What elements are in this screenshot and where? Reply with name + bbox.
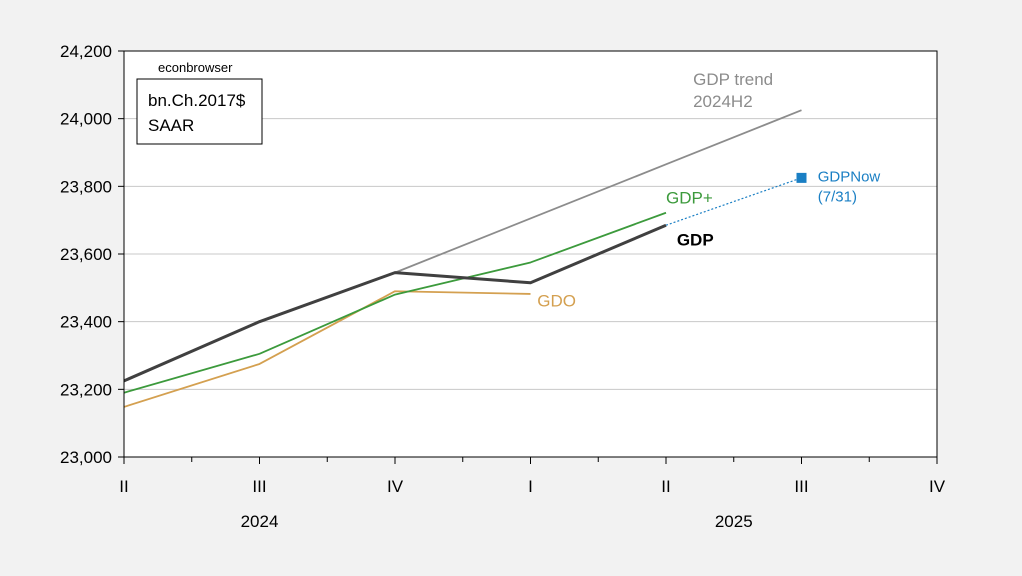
y-axis: 23,000 23,200 23,400 23,600 23,800 24,000 24,2… xyxy=(60,42,124,467)
series-label-gdo: GDO xyxy=(537,291,576,310)
series-gdp_trend xyxy=(394,109,802,274)
y-tick-label: 23,200 xyxy=(60,380,112,399)
units-box xyxy=(136,78,263,145)
series-gdp xyxy=(123,223,667,383)
series-label-gdp_plus: GDP+ xyxy=(666,188,713,207)
series-label-gdp_trend: GDP trend xyxy=(693,70,773,89)
x-tick-label: I xyxy=(528,477,533,496)
y-tick-label: 23,000 xyxy=(60,448,112,467)
series-labels: GDP trend 2024H2 GDO GDP+ GDP GDPNow (7/31) xyxy=(537,70,880,311)
series-gdpnow-marker xyxy=(796,172,807,183)
series-label-gdp_trend: 2024H2 xyxy=(693,92,753,111)
x-tick-label: II xyxy=(119,477,128,496)
x-tick-label: IV xyxy=(387,477,404,496)
y-tick-label: 23,600 xyxy=(60,245,112,264)
y-tick-label: 24,000 xyxy=(60,110,112,129)
year-label: 2025 xyxy=(715,512,753,531)
year-label: 2024 xyxy=(241,512,279,531)
y-tick-label: 24,200 xyxy=(60,42,112,61)
series-lines xyxy=(123,109,807,408)
series-gdp_plus xyxy=(123,211,667,394)
x-tick-label: III xyxy=(794,477,808,496)
y-tick-label: 23,400 xyxy=(60,313,112,332)
series-label-gdpnow: (7/31) xyxy=(818,188,857,205)
units-line-2: SAAR xyxy=(148,116,194,135)
y-tick-label: 23,800 xyxy=(60,177,112,196)
source-label: econbrowser xyxy=(158,60,233,75)
series-label-gdpnow: GDPNow xyxy=(818,168,881,185)
x-tick-label: II xyxy=(661,477,670,496)
x-tick-label: IV xyxy=(929,477,946,496)
units-line-1: bn.Ch.2017$ xyxy=(148,91,246,110)
x-tick-label: III xyxy=(252,477,266,496)
series-label-gdp: GDP xyxy=(677,231,714,250)
series-gdo xyxy=(123,290,531,408)
